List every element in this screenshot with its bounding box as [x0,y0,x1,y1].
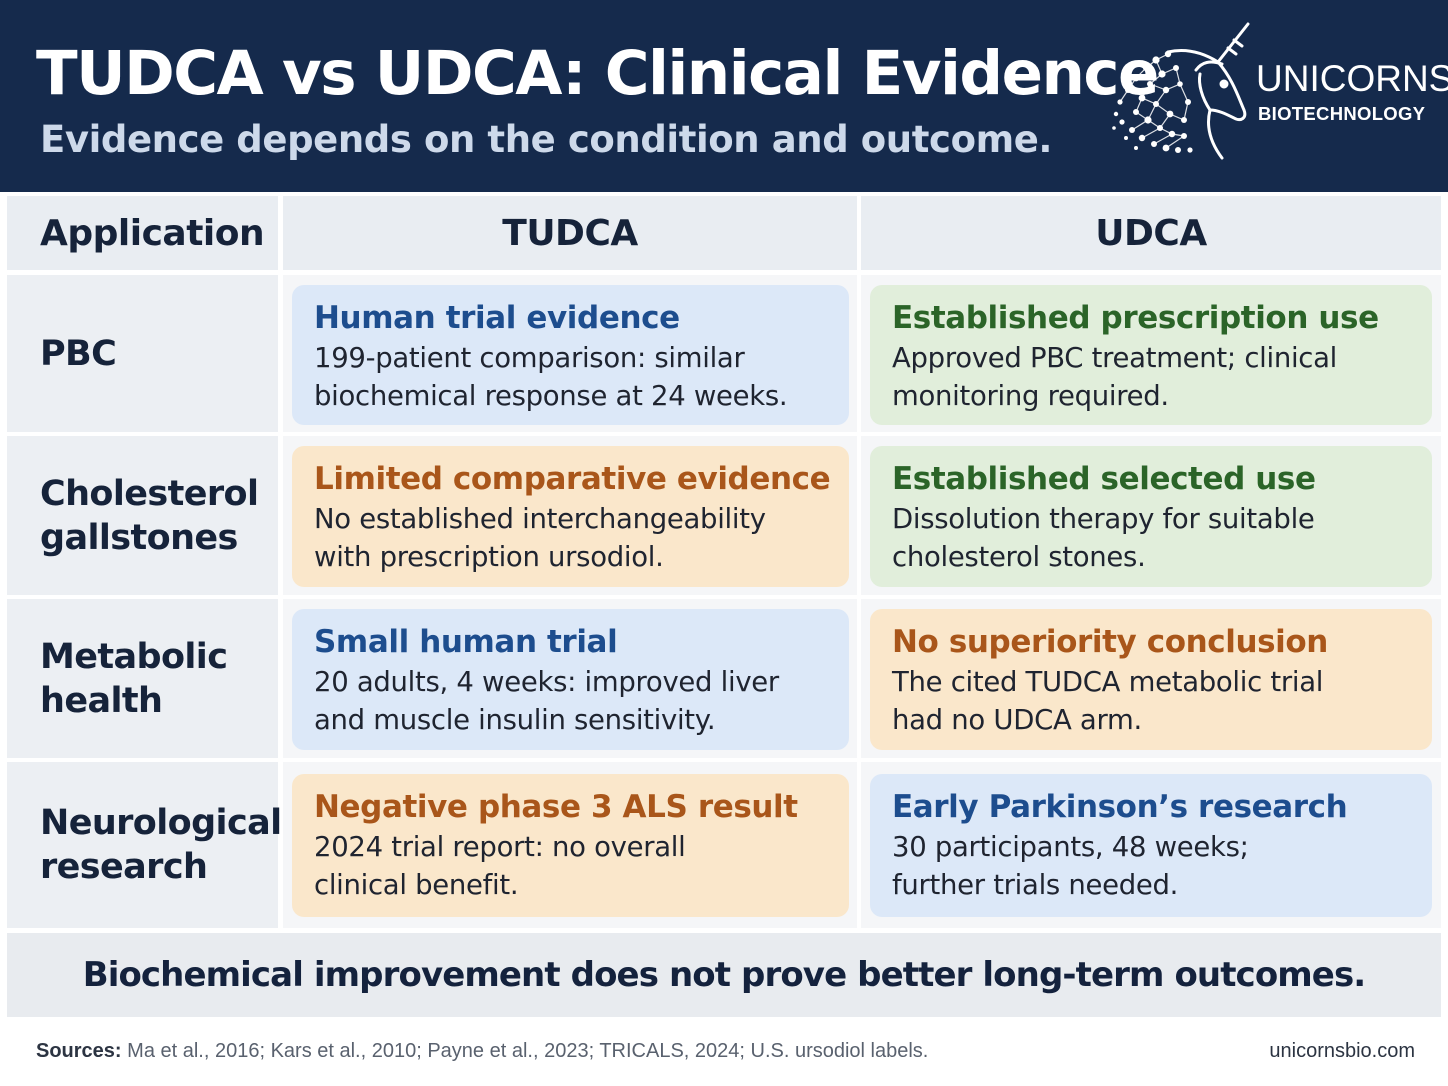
tudca-card-pbc: Human trial evidence 199-patient compari… [292,285,849,425]
application-label: PBC [40,333,117,374]
row-application-gallstones: Cholesterol gallstones [7,436,278,595]
tudca-card-neurological: Negative phase 3 ALS result 2024 trial r… [292,774,849,917]
application-label: Neurological research [40,803,282,887]
sources-text: Ma et al., 2016; Kars et al., 2010; Payn… [127,1040,929,1062]
row-application-neurological: Neurological research [7,762,282,928]
header-application: Application [7,196,278,270]
card-body-line: 199-patient comparison: similar [314,342,745,374]
udca-card-gallstones: Established selected use Dissolution the… [870,446,1432,587]
application-label: Metabolic health [40,636,228,721]
card-title: Human trial evidence [314,300,680,336]
conclusion-text: Biochemical improvement does not prove b… [82,955,1367,995]
application-label: Cholesterol gallstones [40,473,259,558]
row-application-pbc: PBC [7,275,278,432]
udca-card-metabolic: No superiority conclusion The cited TUDC… [870,609,1432,750]
udca-card-pbc: Established prescription use Approved PB… [870,285,1432,425]
card-body-line: 30 participants, 48 weeks; [892,831,1249,863]
card-title: Limited comparative evidence [314,461,831,497]
sources-label: Sources: [36,1040,122,1062]
header-banner: TUDCA vs UDCA: Clinical Evidence Evidenc… [0,0,1448,192]
card-body-line: 20 adults, 4 weeks: improved liver [314,666,779,698]
card-body-line: The cited TUDCA metabolic trial [892,666,1324,698]
card-body-line: and muscle insulin sensitivity. [314,704,716,736]
card-title: Negative phase 3 ALS result [314,789,798,825]
card-title: Early Parkinson’s research [892,789,1348,825]
header-application-label: Application [40,212,265,254]
card-body-line: monitoring required. [892,380,1169,412]
card-body-line: had no UDCA arm. [892,704,1142,736]
card-title: No superiority conclusion [892,624,1328,660]
comparison-table: Application TUDCA UDCA PBC Human trial e… [7,194,1441,928]
row-application-metabolic: Metabolic health [7,599,278,758]
header-udca: UDCA [861,196,1441,270]
tudca-card-metabolic: Small human trial 20 adults, 4 weeks: im… [292,609,849,750]
card-title: Small human trial [314,624,618,660]
card-body-line: cholesterol stones. [892,541,1146,573]
card-body-line: Approved PBC treatment; clinical [892,342,1337,374]
udca-card-neurological: Early Parkinson’s research 30 participan… [870,774,1432,917]
sources-line: Sources: Ma et al., 2016; Kars et al., 2… [36,1040,928,1063]
card-body-line: with prescription ursodiol. [314,541,664,573]
card-title: Established prescription use [892,300,1379,336]
card-title: Established selected use [892,461,1316,497]
card-body-line: biochemical response at 24 weeks. [314,380,788,412]
conclusion-banner: Biochemical improvement does not prove b… [7,933,1441,1017]
website-link[interactable]: unicornsbio.com [1269,1040,1415,1062]
page-subtitle: Evidence depends on the condition and ou… [40,118,1053,161]
page-title: TUDCA vs UDCA: Clinical Evidence [36,38,1159,109]
tudca-card-gallstones: Limited comparative evidence No establis… [292,446,849,587]
card-body-line: No established interchangeability [314,503,766,535]
card-body-line: Dissolution therapy for suitable [892,503,1315,535]
header-tudca: TUDCA [283,196,857,270]
unicorn-head-logo-icon [1112,22,1250,160]
brand-name: UNICORNS [1256,58,1448,99]
header-tudca-label: TUDCA [502,212,638,254]
card-body-line: 2024 trial report: no overall [314,831,686,863]
header-udca-label: UDCA [1095,212,1207,254]
card-body-line: further trials needed. [892,869,1179,901]
brand-subtitle: BIOTECHNOLOGY [1258,103,1426,124]
card-body-line: clinical benefit. [314,869,519,901]
